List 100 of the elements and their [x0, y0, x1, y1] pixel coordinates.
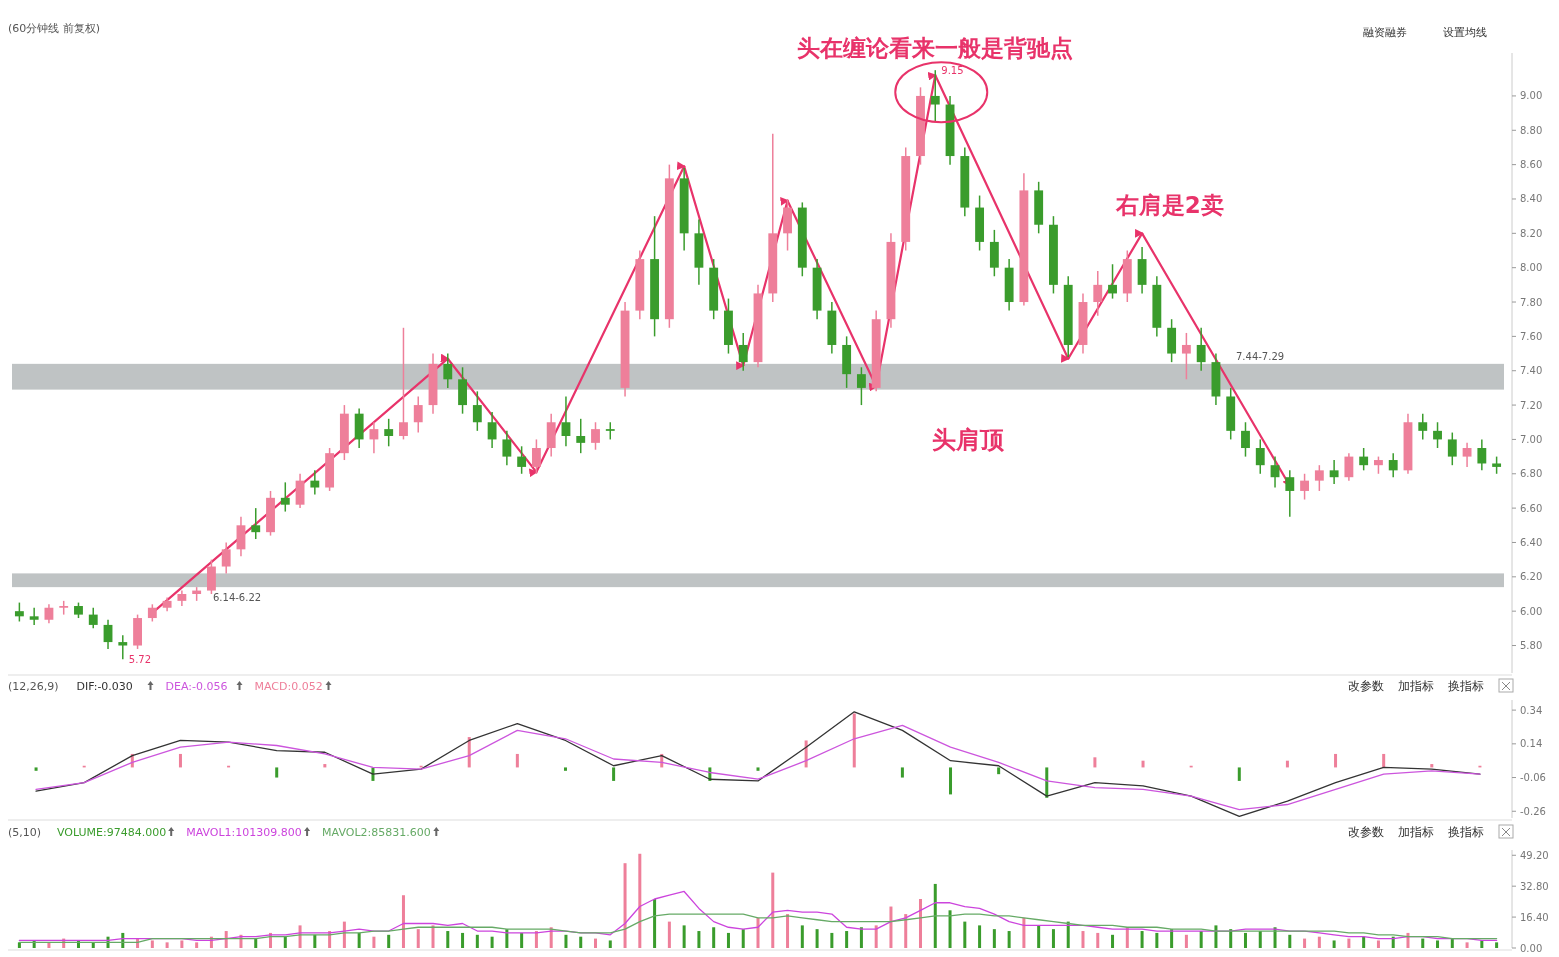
candlestick	[1093, 270, 1103, 317]
bar	[446, 931, 450, 948]
text: 改参数	[1348, 679, 1384, 693]
candlestick	[1108, 263, 1117, 300]
bar	[1258, 931, 1262, 948]
y-tick-label: 7.00	[1520, 433, 1543, 445]
y-tick-label: 7.40	[1520, 365, 1543, 377]
bar	[323, 764, 327, 768]
bar	[608, 940, 612, 948]
y-tick-label: 8.60	[1520, 159, 1543, 171]
text: DEA:-0.056	[165, 680, 228, 693]
bar	[667, 921, 671, 948]
candlestick	[1181, 332, 1191, 381]
line-series	[18, 913, 1498, 943]
band-label: 6.14-6.22	[213, 592, 262, 604]
candlestick	[14, 601, 24, 623]
bar	[612, 767, 616, 781]
bar	[150, 940, 154, 948]
candlestick	[1418, 412, 1428, 441]
y-tick-label: 0.00	[1520, 942, 1543, 954]
bar	[741, 929, 745, 948]
bar	[275, 767, 279, 778]
y-tick-label: 0.34	[1520, 704, 1543, 716]
y-tick-label: 16.40	[1520, 911, 1549, 923]
candlestick	[280, 481, 290, 513]
bar	[771, 872, 775, 948]
candlestick	[1241, 421, 1250, 458]
bar	[1037, 925, 1041, 948]
candlestick	[1196, 327, 1206, 372]
y-tick-label: 7.20	[1520, 399, 1543, 411]
line-series	[35, 724, 1481, 811]
bar	[475, 934, 479, 948]
candlestick	[1462, 442, 1472, 468]
bar	[1096, 932, 1100, 948]
candlestick	[1255, 438, 1265, 475]
text: DIF:-0.030	[76, 680, 133, 693]
bar	[845, 931, 849, 948]
bar	[372, 936, 376, 948]
bar	[283, 936, 287, 948]
y-tick-label: 6.20	[1520, 571, 1543, 583]
candlestick	[1477, 438, 1487, 472]
text: MAVOL1:101309.800	[186, 826, 302, 839]
candlestick	[517, 445, 527, 475]
bar	[461, 932, 465, 948]
bar	[520, 932, 524, 948]
bar	[313, 934, 317, 948]
chart-title: (5,10)	[8, 826, 42, 839]
bar	[594, 938, 598, 948]
candlestick	[502, 430, 512, 466]
candlestick	[856, 366, 866, 406]
chart-title: (12,26,9)	[8, 680, 59, 693]
bar	[756, 767, 760, 771]
y-tick-label: 49.20	[1520, 849, 1549, 861]
y-tick-label: 0.14	[1520, 738, 1543, 750]
candlestick	[576, 418, 586, 454]
bar	[726, 932, 730, 948]
y-tick-label: 8.40	[1520, 193, 1543, 205]
bar	[195, 942, 199, 948]
bar	[963, 921, 967, 948]
bar	[1382, 753, 1386, 768]
bar	[1303, 938, 1307, 948]
y-tick-label: 7.60	[1520, 330, 1543, 342]
text: 改参数	[1348, 825, 1384, 839]
bar	[1430, 764, 1434, 768]
y-tick-label: -0.06	[1520, 772, 1546, 784]
bar	[997, 767, 1001, 775]
bar	[900, 767, 904, 778]
bar	[254, 938, 258, 948]
candlestick	[443, 352, 453, 389]
bar	[682, 925, 686, 948]
bar	[34, 767, 38, 771]
candlestick	[1285, 469, 1295, 518]
candlestick	[29, 606, 39, 626]
bar	[165, 942, 169, 948]
y-tick-label: 6.80	[1520, 468, 1543, 480]
bar	[712, 927, 716, 948]
candlestick	[251, 507, 261, 540]
bar	[992, 929, 996, 948]
y-tick-label: 9.00	[1520, 90, 1543, 102]
bar	[1184, 934, 1188, 948]
candlestick	[1447, 431, 1457, 466]
bar	[1450, 938, 1454, 948]
y-tick-label: 8.00	[1520, 262, 1543, 274]
candlestick	[1433, 421, 1442, 449]
candlestick	[88, 606, 98, 630]
bar	[859, 927, 863, 948]
bar	[431, 925, 435, 948]
annotation: 头在缠论看来一般是背驰点	[797, 35, 1074, 61]
bar	[874, 925, 878, 948]
bar	[1237, 767, 1241, 781]
y-tick-label: 6.60	[1520, 502, 1543, 514]
candlestick	[44, 603, 54, 624]
candlestick	[399, 327, 408, 441]
bar	[1243, 932, 1247, 948]
bar	[815, 929, 819, 948]
bar	[401, 895, 405, 948]
bar	[387, 934, 391, 948]
bar	[564, 934, 568, 948]
annotation: 9.15	[941, 65, 964, 77]
chart-title: (60分钟线 前复权)	[8, 22, 101, 35]
